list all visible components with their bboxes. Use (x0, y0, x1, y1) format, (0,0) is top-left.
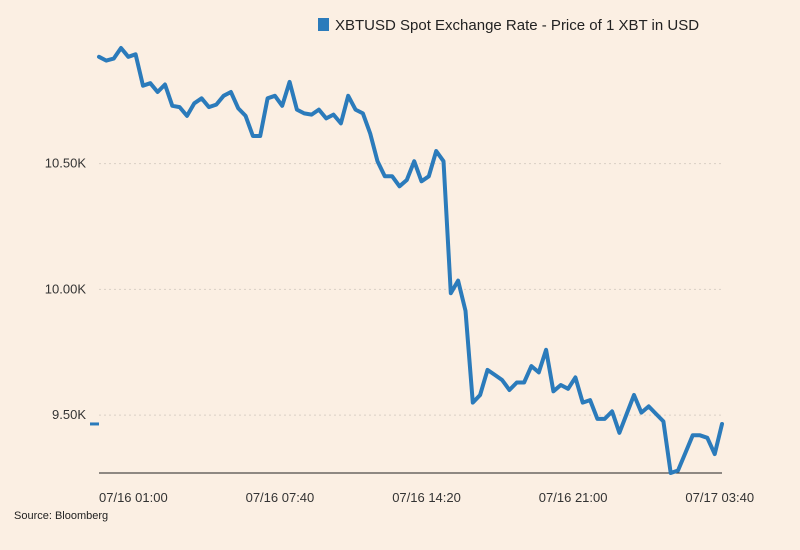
x-axis-ticks: 07/16 01:00 07/16 07:40 07/16 14:20 07/16 2… (99, 490, 754, 505)
x-tick-label: 07/16 14:20 (392, 490, 461, 505)
legend-label: XBTUSD Spot Exchange Rate - Price of 1 X… (335, 17, 699, 34)
legend-swatch (318, 18, 329, 31)
series-line (97, 46, 724, 475)
x-tick-label: 07/16 07:40 (246, 490, 315, 505)
x-tick-label: 07/16 01:00 (99, 490, 168, 505)
x-tick-label: 07/17 03:40 (685, 490, 754, 505)
y-tick-label: 10.50K (45, 156, 87, 171)
y-tick-label: 9.50K (52, 407, 86, 422)
x-tick-label: 07/16 21:00 (539, 490, 608, 505)
grid-lines (99, 163, 722, 416)
y-axis-ticks: 10.50K 10.00K 9.50K (45, 156, 87, 422)
source-note: Source: Bloomberg (14, 510, 109, 522)
y-tick-label: 10.00K (45, 281, 87, 296)
legend: XBTUSD Spot Exchange Rate - Price of 1 X… (318, 17, 699, 34)
